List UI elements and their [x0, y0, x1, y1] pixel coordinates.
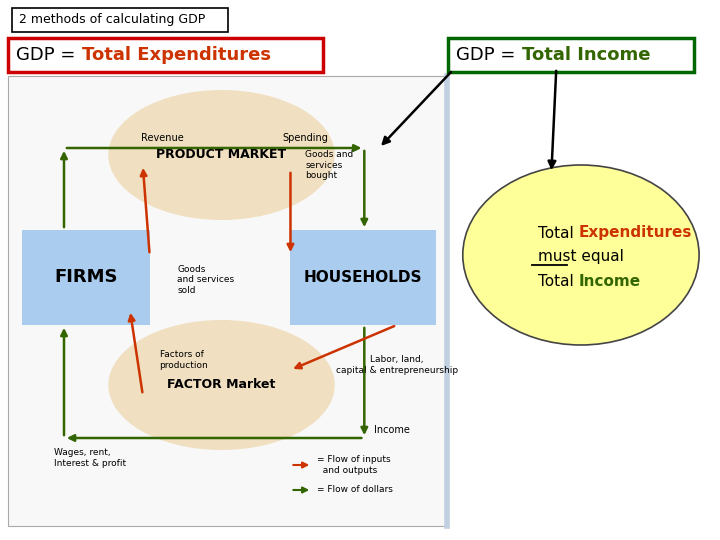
Text: Wages, rent,
Interest & profit: Wages, rent, Interest & profit — [54, 448, 126, 468]
Bar — [448, 38, 694, 72]
Ellipse shape — [108, 90, 335, 220]
Text: must equal: must equal — [538, 249, 624, 265]
Text: Total: Total — [539, 226, 579, 240]
Text: FIRMS: FIRMS — [54, 268, 117, 287]
Text: PRODUCT MARKET: PRODUCT MARKET — [156, 148, 287, 161]
Bar — [22, 230, 150, 325]
Text: Goods
and services
sold: Goods and services sold — [177, 265, 234, 295]
Text: Total Expenditures: Total Expenditures — [82, 46, 271, 64]
Text: Expenditures: Expenditures — [579, 226, 693, 240]
Text: Spending: Spending — [282, 133, 328, 143]
Text: Income: Income — [374, 425, 410, 435]
Bar — [290, 230, 436, 325]
Text: Factors of
production: Factors of production — [160, 350, 208, 370]
Text: Income: Income — [579, 273, 641, 288]
Bar — [12, 8, 228, 32]
Text: HOUSEHOLDS: HOUSEHOLDS — [304, 270, 423, 285]
Ellipse shape — [108, 320, 335, 450]
Text: Total: Total — [539, 273, 579, 288]
Text: Revenue: Revenue — [141, 133, 184, 143]
Text: Labor, land,
capital & entrepreneurship: Labor, land, capital & entrepreneurship — [336, 355, 458, 375]
Text: Total Income: Total Income — [522, 46, 650, 64]
Text: 2 methods of calculating GDP: 2 methods of calculating GDP — [19, 14, 205, 26]
Bar — [8, 76, 446, 526]
Text: GDP =: GDP = — [16, 46, 81, 64]
Text: = Flow of inputs
  and outputs: = Flow of inputs and outputs — [317, 455, 391, 475]
Text: Goods and
services
bought: Goods and services bought — [305, 150, 354, 180]
Text: FACTOR Market: FACTOR Market — [167, 379, 276, 392]
Bar — [8, 38, 323, 72]
Ellipse shape — [463, 165, 699, 345]
Text: GDP =: GDP = — [456, 46, 521, 64]
Text: = Flow of dollars: = Flow of dollars — [317, 485, 393, 495]
